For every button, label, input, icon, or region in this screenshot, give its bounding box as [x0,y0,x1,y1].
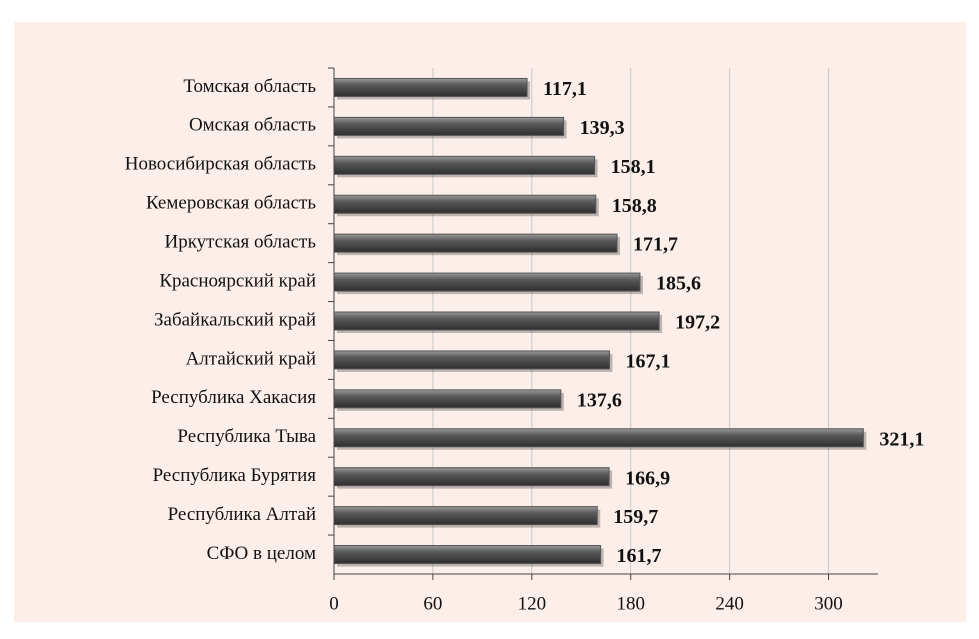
x-tick-label: 300 [814,593,843,614]
bar [333,506,598,526]
bar [333,311,660,331]
bar [333,155,596,175]
bar [333,428,864,448]
bar [333,77,528,97]
x-tick-label: 120 [518,593,547,614]
y-tick-label: Республика Хакасия [151,387,316,408]
value-label: 321,1 [879,428,924,450]
value-label: 167,1 [625,351,670,373]
y-tick-label: Алтайский край [186,348,316,369]
bar [333,350,610,370]
y-tick-label: Омская область [189,115,316,136]
value-label: 171,7 [633,234,678,256]
y-tick-label: Новосибирская область [125,154,317,175]
y-tick-label: СФО в целом [207,543,316,564]
y-tick-label: Забайкальский край [154,309,316,330]
y-tick-label: Иркутская область [164,232,316,253]
value-label: 166,9 [625,467,670,489]
bar [333,194,597,214]
x-tick-label: 60 [423,593,442,614]
bar [333,389,562,409]
y-tick-label: Республика Тыва [177,426,316,447]
value-label: 158,1 [611,156,656,178]
value-label: 185,6 [656,273,701,295]
value-label: 137,6 [577,389,622,411]
value-label: 197,2 [675,312,720,334]
y-tick-label: Кемеровская область [146,193,316,214]
bar [333,233,618,253]
y-tick-label: Республика Алтай [168,504,316,525]
y-tick-label: Красноярский край [159,270,316,291]
x-tick-label: 180 [616,593,645,614]
value-label: 139,3 [580,117,625,139]
y-tick-label: Республика Бурятия [153,465,317,486]
y-tick-label: Томская область [183,76,316,97]
x-tick-label: 240 [715,593,744,614]
value-label: 117,1 [543,78,587,100]
bar [333,467,610,487]
x-tick-label: 0 [329,593,339,614]
value-label: 161,7 [617,545,662,567]
value-label: 159,7 [613,506,658,528]
bar [333,272,641,292]
bar [333,545,602,565]
bar [333,116,565,136]
value-label: 158,8 [612,195,657,217]
